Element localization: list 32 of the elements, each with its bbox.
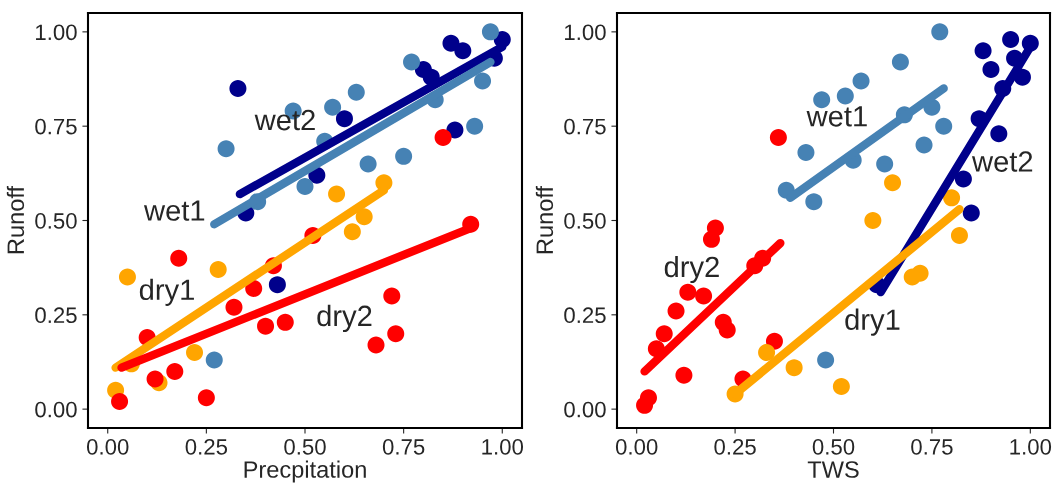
y-tick-label: 0.25 <box>564 307 606 324</box>
y-tick-label: 0.25 <box>35 307 77 324</box>
y-axis-title: Runoff <box>535 185 554 254</box>
x-tick-label: 1.00 <box>1010 439 1052 455</box>
x-tick-label: 0.00 <box>86 439 129 455</box>
y-tick-label: 0.00 <box>35 401 77 418</box>
series-label: wet2 <box>971 151 1033 172</box>
y-tick-label: 0.75 <box>35 118 77 135</box>
x-tick-label: 0.00 <box>615 439 658 455</box>
x-tick-label: 0.50 <box>812 439 855 455</box>
x-axis-title: Precpitation <box>244 460 366 483</box>
x-tick-label: 1.00 <box>482 439 524 455</box>
x-tick-label: 0.25 <box>185 439 228 455</box>
y-tick-label: 1.00 <box>36 24 77 41</box>
series-label: wet1 <box>143 200 205 221</box>
x-tick-label: 0.75 <box>911 439 953 455</box>
series-label: dry2 <box>317 304 372 333</box>
x-axis-title: TWS <box>807 461 859 478</box>
y-tick-label: 0.50 <box>35 213 77 229</box>
series-label: dry1 <box>845 308 900 336</box>
series-label: dry1 <box>139 278 194 306</box>
series-label: wet1 <box>806 106 867 127</box>
x-tick-label: 0.25 <box>714 439 756 455</box>
y-tick-label: 0.00 <box>564 401 606 418</box>
x-tick-label: 0.75 <box>382 439 425 455</box>
series-label: dry2 <box>664 255 719 284</box>
x-tick-label: 0.50 <box>284 439 326 455</box>
series-label: wet2 <box>254 109 315 131</box>
y-tick-label: 0.75 <box>564 118 606 135</box>
y-axis-title: Runoff <box>6 185 25 254</box>
y-tick-label: 0.50 <box>564 213 606 229</box>
y-tick-label: 1.00 <box>565 24 606 41</box>
